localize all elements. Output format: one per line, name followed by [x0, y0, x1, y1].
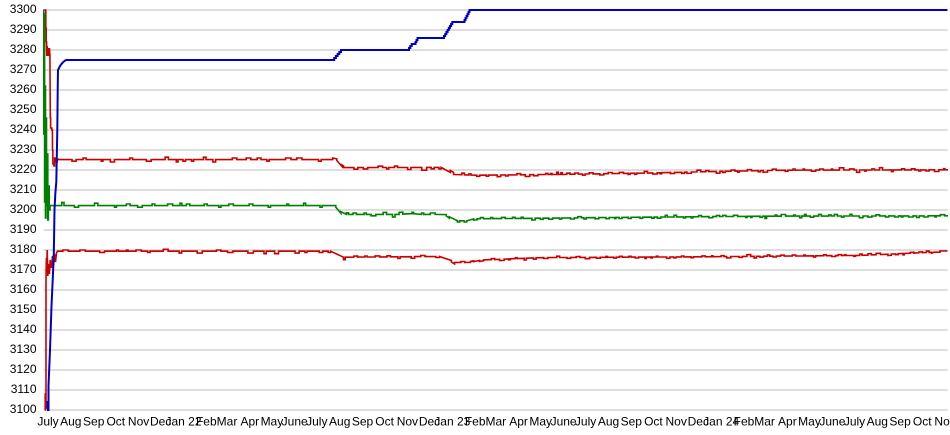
svg-text:July: July [306, 415, 327, 429]
svg-text:July: July [575, 415, 596, 429]
svg-text:Dec: Dec [419, 415, 440, 429]
svg-text:Sep: Sep [889, 415, 911, 429]
svg-text:3260: 3260 [10, 82, 37, 96]
svg-text:July: July [37, 415, 58, 429]
svg-text:Mar: Mar [217, 415, 238, 429]
svg-text:July: July [844, 415, 865, 429]
svg-text:3240: 3240 [10, 122, 37, 136]
svg-text:Nov: Nov [128, 415, 149, 429]
svg-text:3200: 3200 [10, 202, 37, 216]
svg-text:Sep: Sep [621, 415, 643, 429]
svg-text:3100: 3100 [10, 402, 37, 416]
svg-text:3220: 3220 [10, 162, 37, 176]
svg-text:June: June [282, 415, 308, 429]
svg-text:3140: 3140 [10, 322, 37, 336]
svg-text:3110: 3110 [11, 382, 37, 396]
svg-text:Aug: Aug [598, 415, 619, 429]
svg-text:Nov: Nov [934, 415, 950, 429]
svg-text:Apr: Apr [240, 415, 259, 429]
svg-text:Nov: Nov [666, 415, 687, 429]
svg-text:May: May [529, 415, 552, 429]
svg-text:June: June [551, 415, 577, 429]
svg-text:Feb: Feb [196, 415, 217, 429]
svg-text:Oct: Oct [106, 415, 125, 429]
svg-text:Jan 24: Jan 24 [703, 415, 739, 429]
svg-text:Jan 22: Jan 22 [165, 415, 201, 429]
svg-text:Oct: Oct [913, 415, 932, 429]
svg-text:Jan 23: Jan 23 [434, 415, 470, 429]
svg-text:3130: 3130 [10, 342, 37, 356]
svg-text:Oct: Oct [644, 415, 663, 429]
svg-text:Sep: Sep [352, 415, 374, 429]
svg-text:3270: 3270 [10, 62, 37, 76]
svg-text:3160: 3160 [10, 282, 37, 296]
svg-text:Mar: Mar [754, 415, 775, 429]
svg-text:3180: 3180 [10, 242, 37, 256]
svg-text:June: June [819, 415, 845, 429]
svg-text:3300: 3300 [10, 2, 37, 16]
svg-text:Dec: Dec [150, 415, 171, 429]
svg-text:3120: 3120 [10, 362, 37, 376]
svg-text:Mar: Mar [485, 415, 506, 429]
svg-text:3290: 3290 [10, 22, 37, 36]
svg-text:Feb: Feb [734, 415, 755, 429]
svg-text:3210: 3210 [10, 182, 37, 196]
svg-text:Aug: Aug [60, 415, 81, 429]
svg-text:3190: 3190 [10, 222, 37, 236]
svg-text:May: May [798, 415, 821, 429]
svg-text:Aug: Aug [867, 415, 888, 429]
svg-text:3280: 3280 [10, 42, 37, 56]
svg-text:Apr: Apr [509, 415, 528, 429]
svg-text:May: May [261, 415, 284, 429]
svg-text:3170: 3170 [10, 262, 37, 276]
svg-text:Apr: Apr [778, 415, 797, 429]
svg-text:3230: 3230 [10, 142, 37, 156]
svg-text:Aug: Aug [329, 415, 350, 429]
svg-text:Sep: Sep [83, 415, 105, 429]
svg-text:Oct: Oct [375, 415, 394, 429]
svg-text:3250: 3250 [10, 102, 37, 116]
svg-text:Nov: Nov [397, 415, 418, 429]
svg-text:Dec: Dec [688, 415, 709, 429]
svg-text:3150: 3150 [10, 302, 37, 316]
svg-text:Feb: Feb [465, 415, 486, 429]
